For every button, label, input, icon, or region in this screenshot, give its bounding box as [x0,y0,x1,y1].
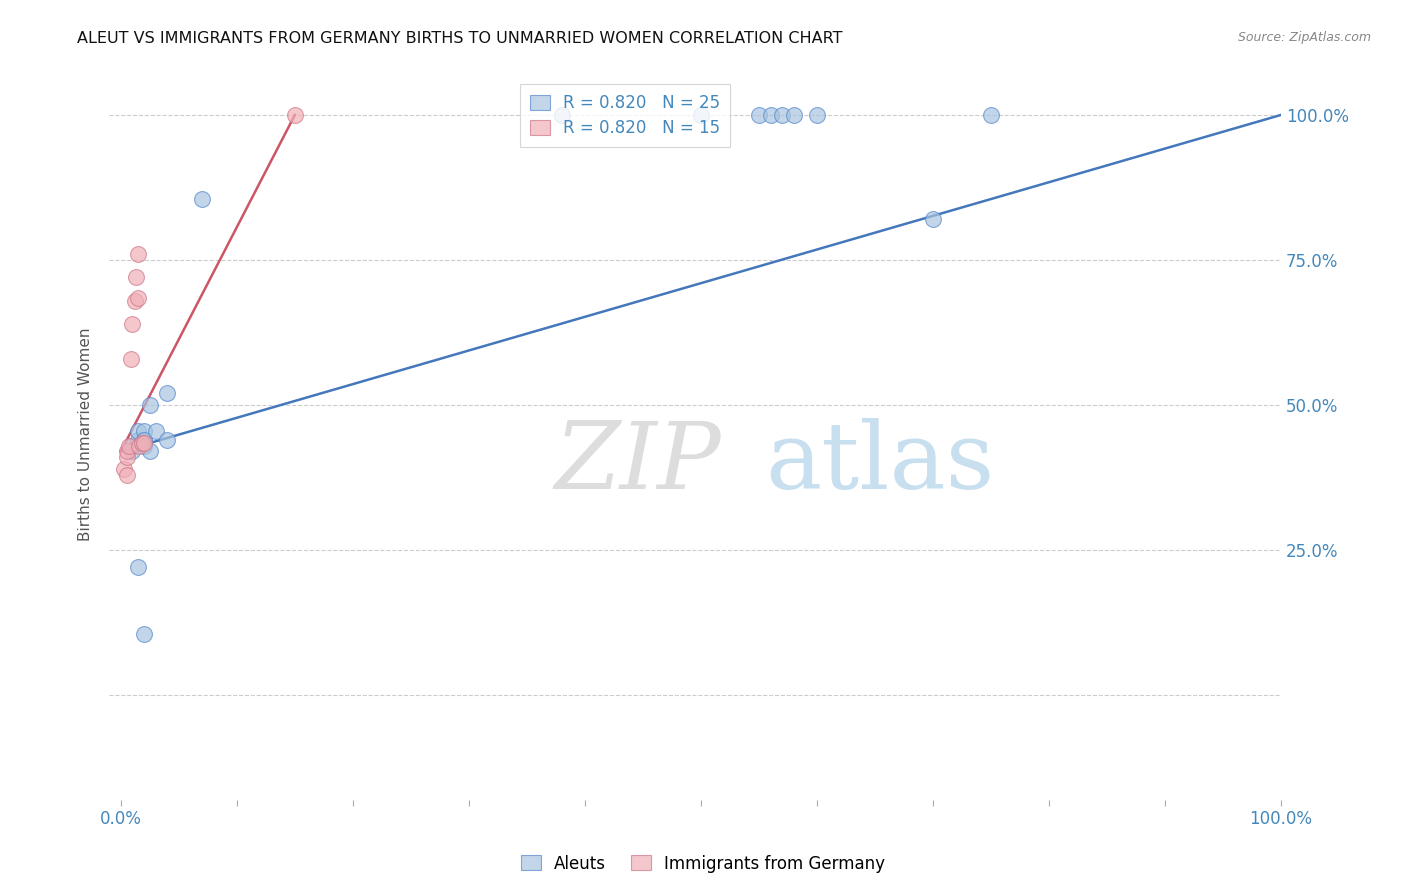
Point [121,444,143,458]
Point [127,291,149,305]
Legend: R = 0.820   N = 25, R = 0.820   N = 15: R = 0.820 N = 25, R = 0.820 N = 15 [520,84,730,147]
Legend: Aleuts, Immigrants from Germany: Aleuts, Immigrants from Germany [515,848,891,880]
Point [550,108,572,122]
Point [131,435,153,450]
Point [127,424,149,438]
Point [132,435,155,450]
Point [156,386,179,401]
Point [980,108,1002,122]
Point [127,433,149,447]
Point [770,108,793,122]
Text: Source: ZipAtlas.com: Source: ZipAtlas.com [1237,31,1371,45]
Point [125,270,148,285]
Text: ALEUT VS IMMIGRANTS FROM GERMANY BIRTHS TO UNMARRIED WOMEN CORRELATION CHART: ALEUT VS IMMIGRANTS FROM GERMANY BIRTHS … [77,31,842,46]
Point [806,108,828,122]
Point [120,351,142,366]
Point [156,433,179,447]
Point [145,424,167,438]
Point [132,439,155,453]
Point [139,444,162,458]
Point [115,467,138,482]
Point [132,433,155,447]
Point [127,560,149,574]
Y-axis label: Births to Unmarried Women: Births to Unmarried Women [79,327,93,541]
Point [139,398,162,412]
Point [191,192,214,206]
Point [127,247,149,261]
Text: ZIP: ZIP [554,418,721,508]
Point [128,439,150,453]
Point [112,462,135,476]
Point [132,424,155,438]
Point [124,293,146,308]
Point [132,433,155,447]
Point [121,317,143,331]
Point [748,108,770,122]
Point [115,450,138,465]
Point [118,439,141,453]
Point [783,108,806,122]
Point [759,108,782,122]
Point [284,108,307,122]
Point [132,627,155,641]
Text: atlas: atlas [765,418,994,508]
Point [115,444,138,458]
Point [690,108,713,122]
Point [922,212,945,227]
Point [121,439,143,453]
